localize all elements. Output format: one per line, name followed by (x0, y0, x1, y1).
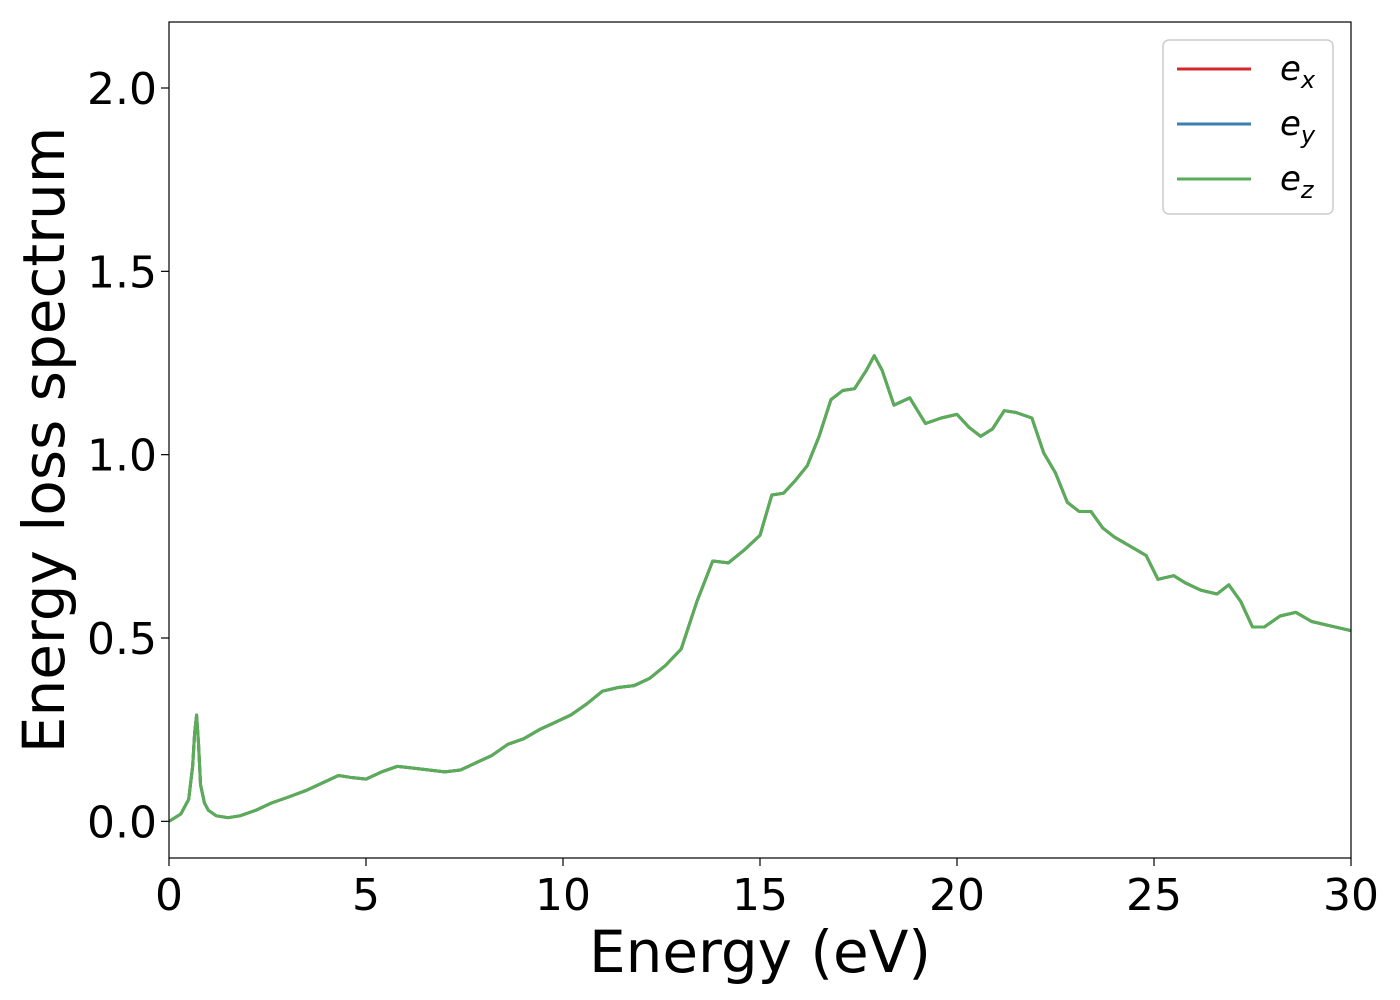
y-tick-label: 0.0 (87, 797, 157, 848)
y-tick-label: 0.5 (87, 614, 157, 665)
y-axis-label: Energy loss spectrum (10, 127, 78, 753)
plot-frame (168, 21, 1352, 859)
series-line-z (169, 354, 1351, 823)
legend-box (1162, 39, 1334, 215)
legend-label-y: ey (1280, 104, 1316, 149)
y-tick-label: 1.5 (87, 247, 157, 298)
x-tick-label: 0 (155, 870, 183, 921)
legend-label-x: ex (1280, 49, 1316, 94)
plot-lines (169, 354, 1351, 823)
legend-subscript: x (1300, 66, 1316, 94)
x-tick-label: 5 (352, 870, 380, 921)
legend-subscript: z (1300, 176, 1315, 204)
legend-subscript: y (1300, 121, 1316, 149)
x-tick-label: 10 (535, 870, 591, 921)
x-tick-label: 20 (929, 870, 985, 921)
y-tick-label: 1.0 (87, 431, 157, 482)
x-tick-label: 15 (732, 870, 788, 921)
x-tick-label: 25 (1126, 870, 1182, 921)
y-axis-ticks: 0.0 0.5 1.0 1.5 2.0 (87, 64, 169, 848)
x-axis-label: Energy (eV) (589, 918, 931, 986)
x-axis-ticks: 0 5 10 15 20 25 30 (155, 858, 1379, 921)
x-tick-label: 30 (1323, 870, 1379, 921)
y-tick-label: 2.0 (87, 64, 157, 115)
